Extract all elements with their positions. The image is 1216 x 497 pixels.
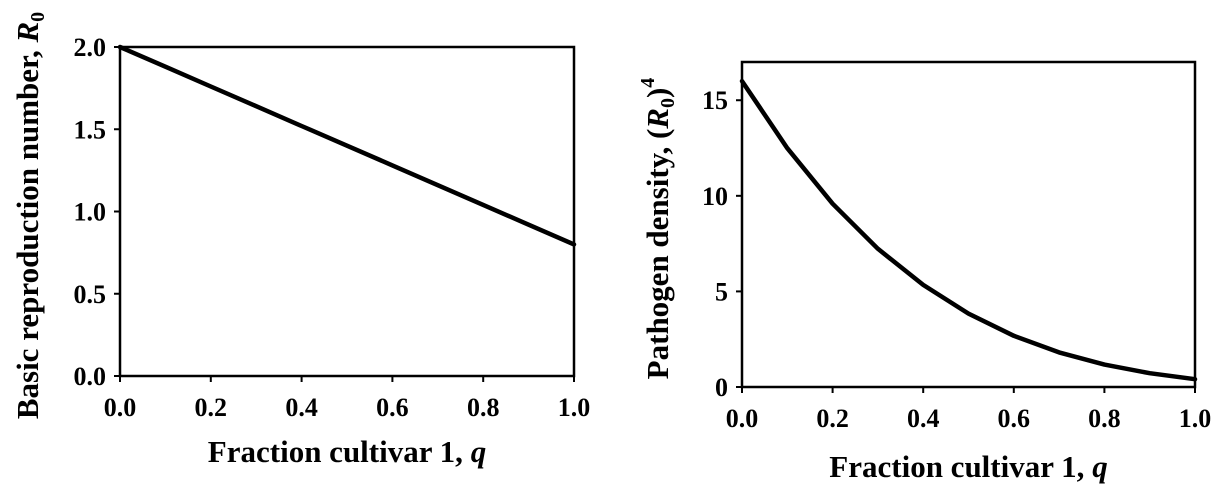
y-tick-label: 1.5 [74, 115, 107, 144]
plot-area [118, 45, 576, 378]
x-tick-label: 0.2 [816, 404, 849, 433]
y-tick-label: 1.0 [74, 198, 107, 227]
y-axis-title: Basic reproduction number, R0 [10, 12, 49, 419]
plot-area [740, 60, 1197, 389]
y-tick-label: 15 [702, 86, 728, 115]
x-tick-label: 0.8 [1088, 404, 1121, 433]
series-line [739, 78, 1198, 382]
x-tick-label: 0.6 [998, 404, 1031, 433]
chart-reproduction-number: 0.0 0.5 1.0 1.5 2.0 0.0 0.2 0.4 0.6 0.8 1.0 Fractio… [10, 12, 590, 469]
x-tick-label: 0.4 [907, 404, 940, 433]
chart-pathogen-density: 0 5 10 15 0.0 0.2 0.4 0.6 0.8 1.0 Fraction cultiva… [637, 60, 1212, 484]
x-tick-label: 0.8 [467, 393, 500, 422]
x-tick-label: 0.4 [285, 393, 318, 422]
y-tick-label: 5 [715, 277, 728, 306]
x-tick-label: 1.0 [558, 393, 591, 422]
x-axis-title: Fraction cultivar 1, q [829, 449, 1107, 484]
y-tick-label: 0 [715, 373, 728, 402]
x-tick-label: 0.0 [726, 404, 759, 433]
x-axis-title: Fraction cultivar 1, q [208, 434, 486, 469]
y-tick-label: 2.0 [74, 33, 107, 62]
series-line [117, 44, 577, 247]
y-tick-label: 0.0 [74, 362, 107, 391]
y-axis-title: Pathogen density, (R0)4 [637, 78, 679, 380]
x-tick-label: 0.2 [195, 393, 228, 422]
x-tick-label: 0.6 [376, 393, 409, 422]
x-tick-label: 0.0 [104, 393, 137, 422]
y-tick-label: 0.5 [74, 280, 107, 309]
y-tick-label: 10 [702, 182, 728, 211]
x-tick-label: 1.0 [1179, 404, 1212, 433]
